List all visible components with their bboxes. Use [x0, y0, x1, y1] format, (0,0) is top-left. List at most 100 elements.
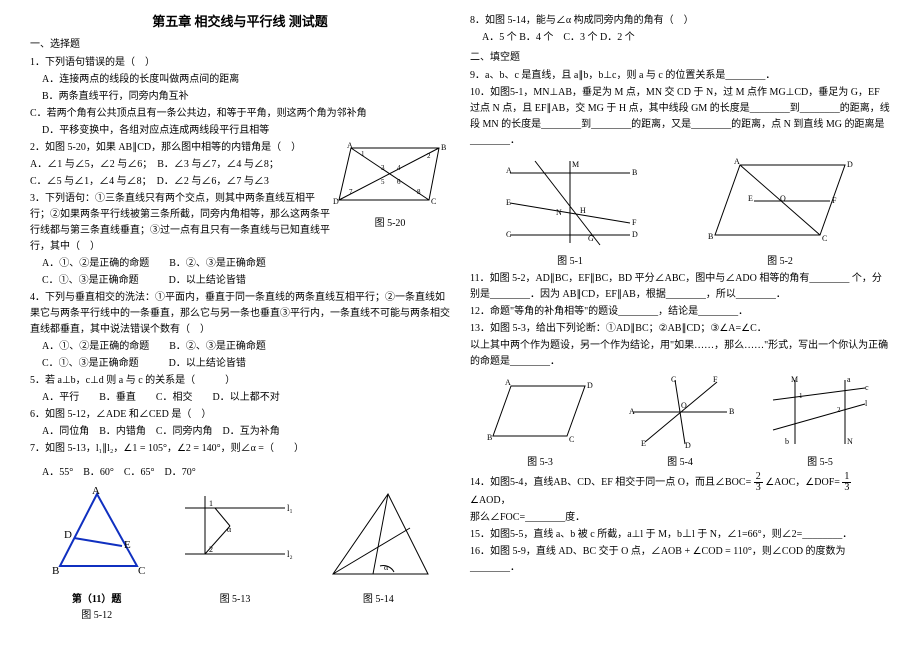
svg-text:O: O: [681, 401, 687, 410]
svg-text:B: B: [708, 232, 713, 241]
fig-5-4-block: AB FE CD O 图 5-4: [625, 374, 735, 471]
q8: 8．如图 5-14，能与∠α 构成同旁内角的角有（ ）: [470, 13, 890, 29]
svg-text:α: α: [384, 563, 389, 572]
q13b: 以上其中两个作为题设，另一个作为结论，用"如果……，那么……"形式，写出一个你认…: [470, 338, 890, 370]
q5-opts: A．平行 B．垂直 C．相交 D．以上都不对: [30, 390, 450, 406]
svg-text:B: B: [632, 168, 637, 177]
q1: 1．下列语句错误的是（ ）: [30, 55, 450, 71]
fig-5-1-block: AB EF CD M NH G 图 5-1: [500, 153, 640, 270]
fig-5-2-block: A D B C E F O 图 5-2: [700, 153, 860, 270]
svg-text:C: C: [138, 565, 145, 577]
svg-text:A: A: [92, 486, 100, 497]
q10: 10．如图5-1，MN⊥AB，垂足为 M 点，MN 交 CD 于 N，过 M 点…: [470, 85, 890, 149]
fig-5-4-svg: AB FE CD O: [625, 374, 735, 449]
frac-1-3: 13: [842, 472, 851, 493]
section-2: 二、填空题: [470, 50, 890, 66]
q3: 3．下列语句：①三条直线只有两个交点，则其中两条直线互相平行；②如果两条平行线被…: [30, 191, 450, 255]
svg-text:A: A: [506, 166, 512, 175]
fig-5-14-svg: α: [318, 486, 438, 586]
fig-5-14-label: 图 5-14: [318, 592, 438, 608]
svg-text:O: O: [780, 194, 786, 203]
fig-5-13-label: 图 5-13: [175, 592, 295, 608]
fig-5-3-svg: AD BC: [485, 374, 595, 449]
fig-5-5-svg: Ma bN cl 12: [765, 374, 875, 449]
q11: 11．如图 5-2，AD∥BC，EF∥BC，BD 平分∠ABC，图中与∠ADO …: [470, 271, 890, 303]
svg-text:G: G: [588, 234, 594, 243]
q7: 7．如图 5-13，l₁∥l₂，∠1 = 105°，∠2 = 140°，则∠α …: [30, 441, 450, 457]
fig-5-12-block: A D E B C 第（11）题 图 5-12: [42, 486, 152, 624]
svg-text:M: M: [572, 160, 579, 169]
fig-5-1-svg: AB EF CD M NH G: [500, 153, 640, 248]
q6: 6．如图 5-12，∠ADE 和∠CED 是（ ）: [30, 407, 450, 423]
q2: 2．如图 5-20，如果 AB∥CD，那么图中相等的内错角是（ ）: [30, 140, 450, 156]
q5: 5．若 a⊥b，c⊥d 则 a 与 c 的关系是（ ）: [30, 373, 450, 389]
fig-5-2-svg: A D B C E F O: [700, 153, 860, 248]
svg-text:1: 1: [799, 392, 803, 400]
fig-5-3-block: AD BC 图 5-3: [485, 374, 595, 471]
svg-text:E: E: [124, 539, 131, 551]
q1-opt-c: C．若两个角有公共顶点且有一条公共边，和等于平角，则这两个角为邻补角: [30, 106, 450, 122]
q8-opts: A．5 个 B．4 个 C．3 个 D．2 个: [470, 30, 890, 46]
svg-text:C: C: [506, 230, 511, 239]
svg-text:b: b: [785, 437, 789, 446]
q1-opt-b: B．两条直线平行，同旁内角互补: [30, 89, 450, 105]
svg-text:B: B: [52, 565, 59, 577]
svg-text:D: D: [632, 230, 638, 239]
svg-text:A: A: [734, 157, 740, 166]
section-1: 一、选择题: [30, 37, 450, 53]
fig-5-12-top: 第（11）题: [42, 592, 152, 608]
svg-text:F: F: [832, 196, 837, 205]
q2-opts-ab: A．∠1 与∠5，∠2 与∠6； B．∠3 与∠7，∠4 与∠8；: [30, 157, 450, 173]
q14-text-a: 14．如图5-4，直线AB、CD、EF 相交于同一点 O，而且∠BOC=: [470, 477, 751, 488]
svg-text:B: B: [729, 407, 734, 416]
q14-text-c: ∠AOD，: [470, 495, 511, 506]
q4-opts-cd: C．①、③是正确命题 D．以上结论皆错: [30, 356, 450, 372]
svg-text:F: F: [713, 375, 718, 384]
frac-2-3: 23: [754, 472, 763, 493]
fig-5-12-label: 图 5-12: [42, 608, 152, 624]
q6-opts: A．同位角 B．内错角 C．同旁内角 D．互为补角: [30, 424, 450, 440]
svg-text:1: 1: [209, 499, 213, 508]
fig-5-5-label: 图 5-5: [765, 455, 875, 471]
fig-5-14-block: α 图 5-14: [318, 486, 438, 624]
svg-text:D: D: [847, 160, 853, 169]
fig-5-2-label: 图 5-2: [700, 254, 860, 270]
q14d: 那么∠FOC=________度．: [470, 510, 890, 526]
svg-text:M: M: [791, 375, 798, 384]
q9: 9．a、b、c 是直线，且 a∥b，b⊥c，则 a 与 c 的位置关系是____…: [470, 68, 890, 84]
q14-text-b: ∠AOC，∠DOF=: [765, 477, 840, 488]
svg-text:N: N: [556, 208, 562, 217]
svg-text:2: 2: [209, 545, 213, 554]
svg-text:N: N: [847, 437, 853, 446]
q1-opt-d: D．平移变换中，各组对应点连成两线段平行且相等: [30, 123, 450, 139]
svg-text:A: A: [505, 378, 511, 387]
q12: 12．命题"等角的补角相等"的题设________，结论是________．: [470, 304, 890, 320]
fig-5-1-label: 图 5-1: [500, 254, 640, 270]
svg-text:l₂: l₂: [287, 549, 293, 559]
svg-text:E: E: [748, 194, 753, 203]
left-column: 第五章 相交线与平行线 测试题 一、选择题 1．下列语句错误的是（ ） A．连接…: [30, 12, 450, 624]
fig-5-13-svg: l₁ l₂ 1 2 α: [175, 486, 295, 586]
q2-opts-cd: C．∠5 与∠1，∠4 与∠8； D．∠2 与∠6，∠7 与∠3: [30, 174, 450, 190]
fig-5-5-block: Ma bN cl 12 图 5-5: [765, 374, 875, 471]
q1-opt-a: A．连接两点的线段的长度叫做两点间的距离: [30, 72, 450, 88]
svg-text:F: F: [632, 218, 637, 227]
fig-5-13-block: l₁ l₂ 1 2 α 图 5-13: [175, 486, 295, 624]
q4-opts-ab: A．①、②是正确的命题 B．②、③是正确命题: [30, 339, 450, 355]
svg-text:E: E: [506, 198, 511, 207]
svg-text:C: C: [822, 234, 827, 243]
q13: 13．如图 5-3，给出下列论断：①AD∥BC；②AB∥CD；③∠A=∠C．: [470, 321, 890, 337]
q3-opts-ab: A．①、②是正确的命题 B．②、③是正确命题: [30, 256, 450, 272]
svg-text:D: D: [587, 381, 593, 390]
q14: 14．如图5-4，直线AB、CD、EF 相交于同一点 O，而且∠BOC= 23 …: [470, 472, 890, 509]
svg-text:B: B: [487, 433, 492, 442]
fig-5-12-svg: A D E B C: [42, 486, 152, 586]
svg-text:2: 2: [837, 406, 841, 414]
svg-text:E: E: [641, 439, 646, 448]
svg-text:C: C: [671, 375, 676, 384]
svg-text:l₁: l₁: [287, 503, 293, 513]
q15: 15．如图5-5，直线 a、b 被 c 所截，a⊥l 于 M，b⊥l 于 N，∠…: [470, 527, 890, 543]
q7-opts: A．55° B．60° C．65° D．70°: [30, 465, 450, 481]
q16: 16．如图 5-9，直线 AD、BC 交于 O 点，∠AOB + ∠COD = …: [470, 544, 890, 576]
svg-text:c: c: [865, 383, 869, 392]
